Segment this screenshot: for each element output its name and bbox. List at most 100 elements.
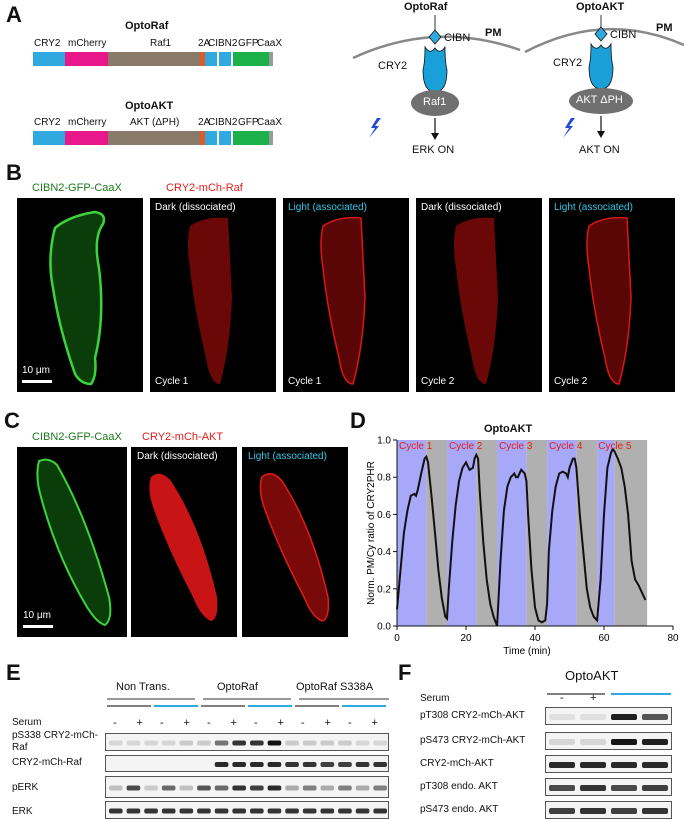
f-row-label: pS473 CRY2-mCh-AKT [420,735,526,746]
band [267,762,282,767]
x-tick-label: 60 [598,633,610,644]
dark-period [614,440,648,626]
c-red-label: CRY2-mCh-AKT [142,431,224,443]
band [214,762,229,767]
lbl-cry2: CRY2 [34,117,61,128]
lbl-2a: 2A [198,38,211,49]
band [161,808,176,814]
seg-kinase [108,131,200,145]
serum-sign: - [113,717,117,729]
band [320,785,335,791]
construct-raf-title: OptoRaf [125,20,169,32]
cell-outline [36,458,112,627]
cry2-shape [588,42,614,90]
band [267,808,282,814]
band [232,762,246,767]
band [373,808,387,814]
light-period [547,440,577,626]
band [285,785,299,791]
band [611,762,637,768]
serum-sign: - [160,717,164,729]
frame-bottom-label: Cycle 2 [421,376,455,387]
cycle-label: Cycle 4 [549,441,583,452]
band [580,808,606,814]
seg-cry2 [33,52,65,66]
dark-period [476,440,498,626]
panel-label-b: B [6,160,22,185]
b-frame-2: Light (associated) Cycle 1 [283,198,409,392]
membrane-akt [524,27,684,54]
seg-cibn2b [219,52,231,66]
band [611,808,637,814]
band [355,785,370,791]
serum-sign: + [230,717,237,729]
c-green-label: CIBN2-GFP-CaaX [32,431,122,443]
band [144,740,158,746]
y-tick-label: 0.0 [377,622,391,633]
band [642,785,668,791]
e-serum-label: Serum [12,717,42,728]
cycle-label: Cycle 2 [449,441,483,452]
panel-label-d: D [350,408,366,433]
y-axis-label: Norm. PM/Cy ratio of CRY2PHR [366,461,377,605]
band [285,762,299,767]
band [320,762,335,767]
cell-outline [49,210,106,386]
cry2-shape [422,45,448,93]
y-tick-label: 0.6 [377,510,391,521]
pm-label-akt: PM [656,22,673,34]
seg-cibn2a [205,131,217,145]
serum-sign: + [136,717,143,729]
seg-cibn2a [205,52,217,66]
panel-label-a: A [6,2,22,27]
e-group-label: Non Trans. [116,681,170,693]
band [126,740,141,746]
f-row-label: CRY2-mCh-AKT [420,758,494,769]
cycle-label: Cycle 1 [399,441,433,452]
band [250,785,264,791]
x-tick-label: 0 [394,633,400,644]
lbl-gfp: GFP [238,117,259,128]
seg-mcherry [65,52,108,66]
lightning-icon [369,118,381,138]
frame-top-label: Light (associated) [554,202,633,213]
serum-sign: - [207,717,211,729]
band [549,808,575,814]
seg-2a [200,52,205,66]
band [338,785,352,791]
e-row-label: pS338 CRY2-mCh-Raf [12,730,98,753]
f-title: OptoAKT [565,668,619,683]
cibn-diamond [594,26,608,42]
e-condition-bars [107,698,389,707]
construct-akt-bar [33,131,275,145]
band [611,785,637,791]
lbl-mcherry: mCherry [68,38,107,49]
band [580,762,606,768]
construct-akt-title: OptoAKT [125,100,174,112]
frame-bottom-label: Cycle 2 [554,376,588,387]
e-row-label: pERK [12,782,39,793]
cycle-label: Cycle 5 [598,441,632,452]
lbl-2a: 2A [198,117,211,128]
e-row-label: CRY2-mCh-Raf [12,757,82,768]
seg-kinase [108,52,200,66]
cibn-label-akt: CIBN [610,29,637,41]
b-frame-3: Dark (dissociated) Cycle 2 [416,198,542,392]
band [320,740,335,746]
band [355,740,370,746]
cycle-label: Cycle 3 [499,441,533,452]
cell-red [586,216,632,385]
band [126,785,141,791]
cell-red [320,216,366,385]
e-group-label: OptoRaf S338A [296,681,374,693]
serum-sign: + [183,717,190,729]
band [126,808,141,814]
band [338,740,352,746]
cell-red [259,473,330,622]
cry2-label-raf: CRY2 [378,60,408,72]
band [355,762,370,767]
lbl-caax: CaaX [257,38,283,49]
band [109,785,123,791]
chart-svg: 0.0 0.2 0.4 0.6 0.8 1.0 0 20 40 60 80 Cycle 1 Cycle … [366,436,679,658]
f-blot [545,732,672,750]
